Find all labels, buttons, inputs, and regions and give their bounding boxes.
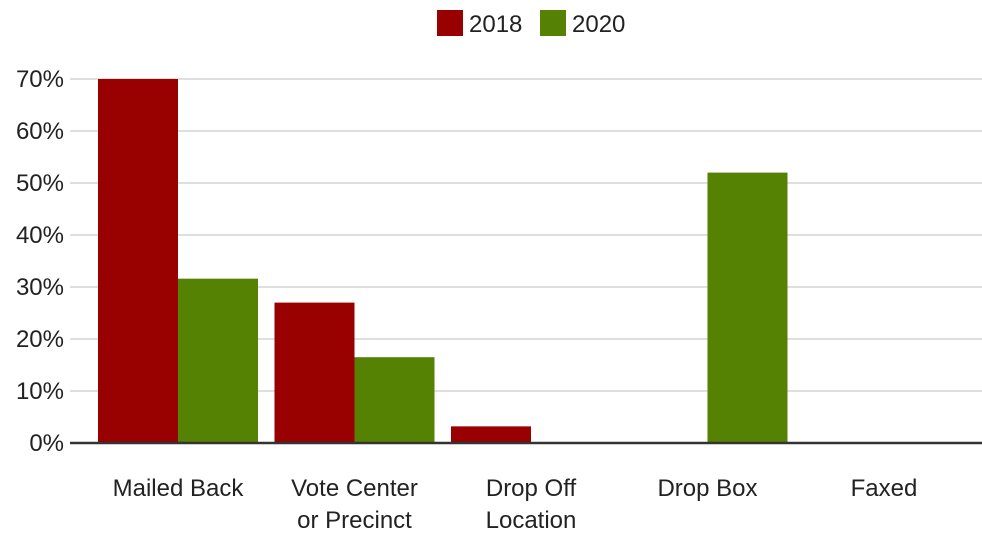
bar-2020: [354, 357, 435, 443]
legend-label-2020: 2020: [572, 11, 625, 38]
legend: 2018 2020: [437, 10, 625, 38]
x-tick-label: Vote Center or Precinct: [291, 475, 418, 534]
bar-2018: [274, 302, 355, 443]
legend-swatch-2020: [540, 10, 566, 36]
y-tick-label: 20%: [16, 326, 64, 353]
y-tick-label: 60%: [16, 118, 64, 145]
bar-2020: [178, 278, 258, 443]
bar-2018: [98, 79, 178, 443]
y-tick-label: 40%: [16, 222, 64, 249]
bar-2018: [451, 426, 531, 443]
legend-swatch-2018: [437, 10, 463, 36]
x-tick-label: Faxed: [851, 475, 918, 502]
x-tick-label: Drop Off Location: [486, 475, 577, 534]
y-tick-label: 10%: [16, 378, 64, 405]
y-axis: 0% 10% 20% 30% 40% 50% 60% 70%: [16, 66, 64, 457]
bar-2020: [707, 172, 788, 443]
x-tick-label: Mailed Back: [113, 475, 245, 502]
y-tick-label: 70%: [16, 66, 64, 93]
legend-label-2018: 2018: [469, 11, 522, 38]
y-tick-label: 50%: [16, 170, 64, 197]
y-tick-label: 0%: [29, 430, 64, 457]
x-axis: Mailed Back Vote Center or Precinct Drop Of…: [113, 475, 918, 534]
bars: [98, 79, 788, 443]
y-tick-label: 30%: [16, 274, 64, 301]
x-tick-label: Drop Box: [657, 475, 757, 502]
